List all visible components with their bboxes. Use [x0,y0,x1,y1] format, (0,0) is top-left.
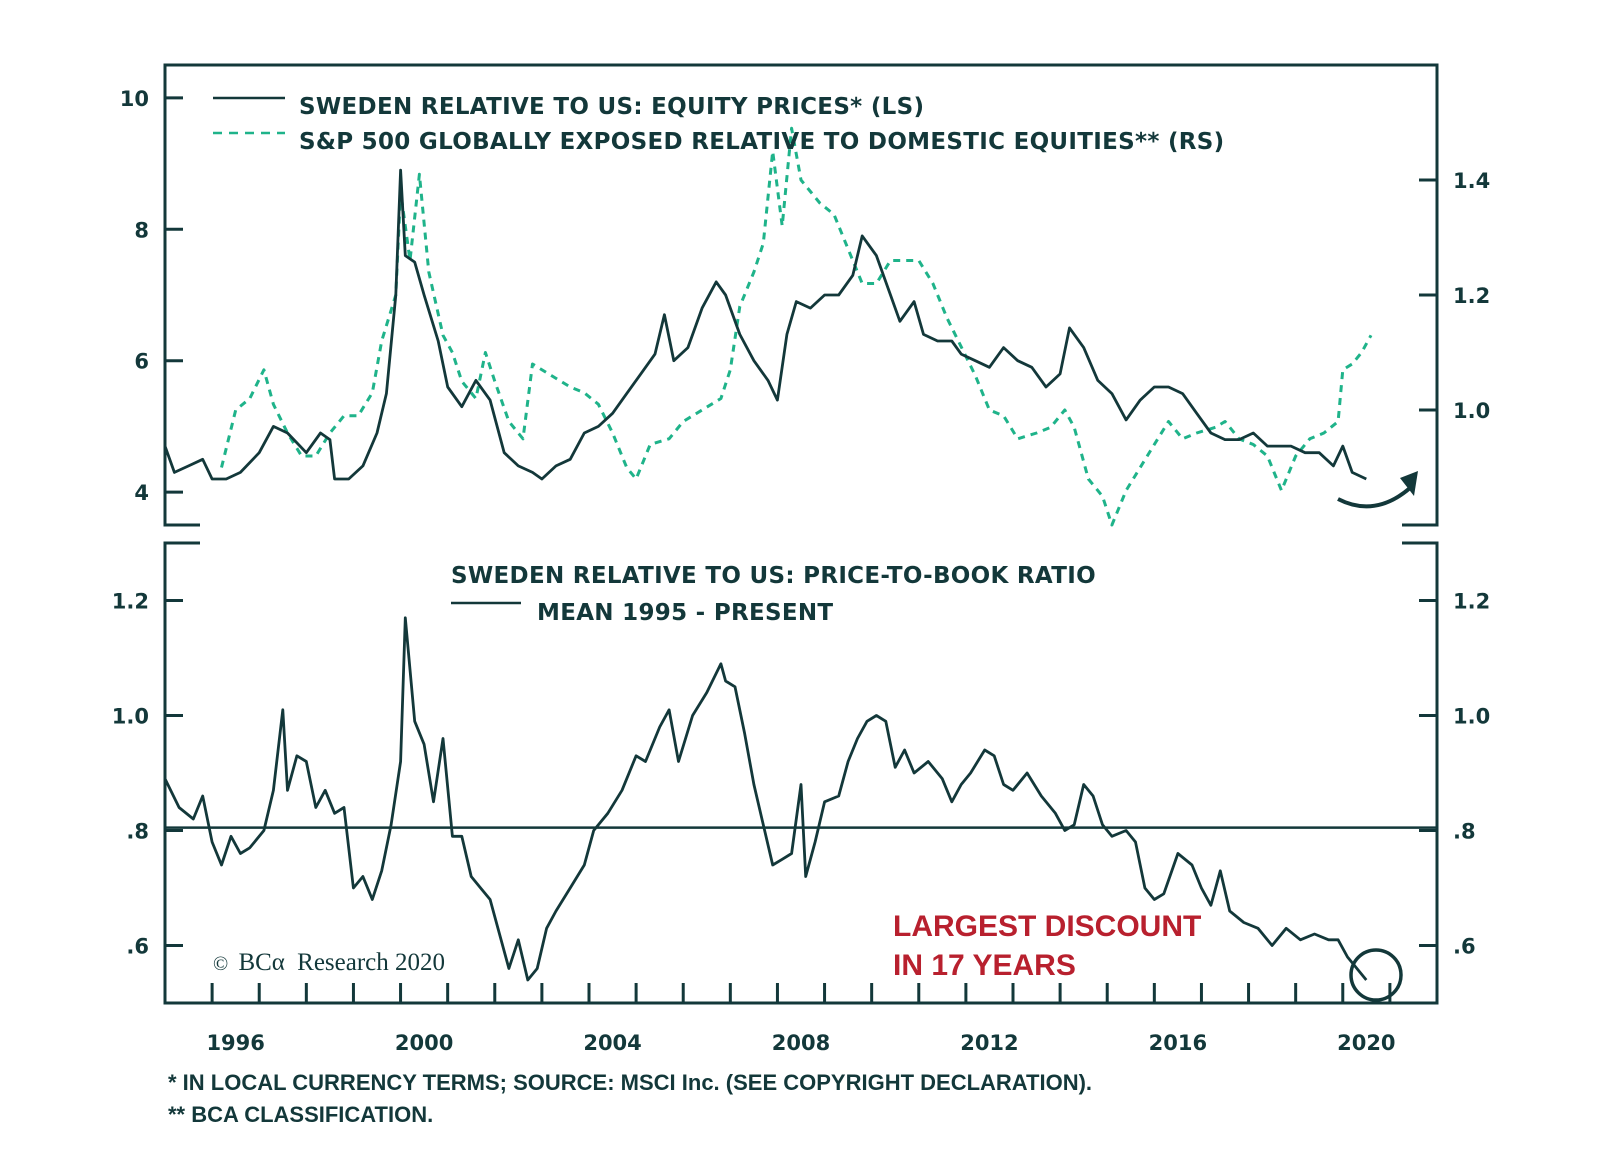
legend-label-mean: MEAN 1995 - PRESENT [537,600,833,626]
x-tick-label: 1996 [206,1031,264,1055]
top-panel: 4 6 8 10 1.0 1.2 1.4 SWEDEN RELATIVE TO US: E… [120,87,1490,527]
x-tick-label: 2004 [583,1031,641,1055]
series-sweden-equity-prices [163,168,1367,481]
y-tick-label: 1.0 [1453,399,1490,423]
y-tick-label: .8 [1453,820,1476,844]
annotation-largest-discount-line1: LARGEST DISCOUNT [893,910,1201,943]
copyright: © BCα Research 2020 [213,949,445,976]
top-left-axis: 4 6 8 10 [120,87,183,505]
x-axis-labels: 1996 2000 2004 2008 2012 2016 2020 [206,1031,1395,1055]
legend-label-sp500: S&P 500 GLOBALLY EXPOSED RELATIVE TO DOM… [299,129,1224,155]
y-tick-label: 4 [134,481,149,505]
top-right-axis: 1.0 1.2 1.4 [1419,169,1490,423]
y-tick-label: 1.2 [1453,590,1490,614]
x-tick-label: 2012 [960,1031,1018,1055]
bottom-panel: .6 .8 1.0 1.2 .6 .8 1.0 1.2 SWEDEN RELATIVE TO… [112,563,1490,1002]
series-price-to-book [163,616,1368,982]
y-tick-label: .8 [126,820,149,844]
series-sp500-global-vs-domestic [220,126,1373,527]
panel-frames [163,63,1439,1005]
y-tick-label: 1.2 [112,590,149,614]
y-tick-label: .6 [126,935,149,959]
x-tick-label: 2016 [1149,1031,1207,1055]
bottom-series [163,616,1437,982]
bottom-frame [163,541,1439,1005]
bottom-right-axis: .6 .8 1.0 1.2 [1419,590,1490,959]
bottom-legend: SWEDEN RELATIVE TO US: PRICE-TO-BOOK RAT… [451,563,1096,626]
x-axis [210,983,1392,1003]
footnote-1: * IN LOCAL CURRENCY TERMS; SOURCE: MSCI … [168,1070,1092,1095]
curved-arrow-icon [1337,486,1412,509]
y-tick-label: 1.4 [1453,169,1490,193]
x-tick-label: 2000 [395,1031,453,1055]
annotation-largest-discount-line2: IN 17 YEARS [893,949,1076,982]
copyright-symbol: © [213,953,228,975]
bottom-title: SWEDEN RELATIVE TO US: PRICE-TO-BOOK RAT… [451,563,1096,589]
arrow-head-icon [1400,471,1418,496]
legend-label-sweden-equity: SWEDEN RELATIVE TO US: EQUITY PRICES* (L… [299,94,924,120]
y-tick-label: .6 [1453,935,1476,959]
footnote-2: ** BCA CLASSIFICATION. [168,1102,433,1127]
x-tick-label: 2008 [772,1031,830,1055]
copyright-brand: BCα [238,949,284,976]
y-tick-label: 8 [134,218,149,242]
bottom-left-axis: .6 .8 1.0 1.2 [112,590,183,959]
top-legend: SWEDEN RELATIVE TO US: EQUITY PRICES* (L… [213,94,1224,155]
top-series [163,126,1373,527]
y-tick-label: 1.0 [1453,705,1490,729]
y-tick-label: 1.2 [1453,284,1490,308]
copyright-text: Research 2020 [297,949,445,976]
y-tick-label: 10 [120,87,149,111]
x-tick-label: 2020 [1337,1031,1395,1055]
top-frame [163,63,1439,527]
y-tick-label: 1.0 [112,705,149,729]
highlight-circle [1349,948,1403,1002]
y-tick-label: 6 [134,350,149,374]
